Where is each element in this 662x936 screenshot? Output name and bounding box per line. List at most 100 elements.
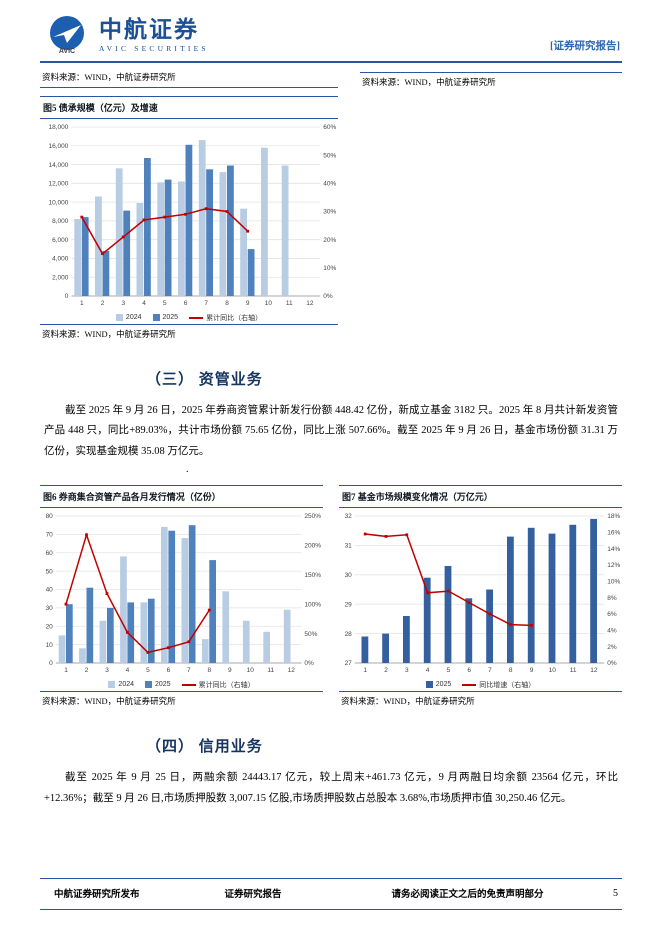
charts-row: 图6 券商集合资管产品各月发行情况（亿份） 0 10 20 30 40 50 60 70 80 0… <box>40 485 622 711</box>
svg-text:0%: 0% <box>607 661 617 668</box>
chart5-title: 图5 债承规模（亿元）及增速 <box>40 96 338 119</box>
svg-text:27: 27 <box>345 661 353 668</box>
svg-text:2: 2 <box>101 300 105 307</box>
svg-text:7: 7 <box>488 667 492 674</box>
svg-text:11: 11 <box>570 667 577 674</box>
source-note: 资料来源：WIND，中航证券研究所 <box>362 77 496 87</box>
svg-text:16,000: 16,000 <box>49 143 69 150</box>
legend-swatch <box>115 314 123 321</box>
legend-item: 累计同比（右轴） <box>181 680 255 690</box>
svg-text:10%: 10% <box>323 265 336 272</box>
svg-text:80: 80 <box>46 514 54 521</box>
divider <box>339 691 622 693</box>
section-heading-credit-business: （四） 信用业务 <box>146 739 263 756</box>
legend-label: 累计同比（右轴） <box>206 314 263 322</box>
svg-text:9: 9 <box>246 300 250 307</box>
footer-band: 中航证券研究所发布 证券研究报告 请务必阅读正文之后的免责声明部分 5 <box>40 878 622 910</box>
legend-label: 同比增速（右轴） <box>479 681 536 689</box>
stray-dot: . <box>186 464 189 476</box>
source-note: 资料来源：WIND，中航证券研究所 <box>42 72 176 82</box>
svg-text:0: 0 <box>49 661 53 668</box>
svg-text:4: 4 <box>426 667 430 674</box>
svg-text:0%: 0% <box>304 661 314 668</box>
footer-disclaimer: 请务必阅读正文之后的免责声明部分 <box>391 890 544 900</box>
svg-text:3: 3 <box>105 667 109 674</box>
source-note: 资料来源：WIND，中航证券研究所 <box>341 696 475 707</box>
svg-text:50%: 50% <box>304 631 317 638</box>
svg-text:1: 1 <box>80 300 84 307</box>
svg-text:18%: 18% <box>607 514 620 521</box>
chart7-legend: 2025 同比增速（右轴） <box>339 678 622 691</box>
svg-text:3: 3 <box>121 300 125 307</box>
svg-text:12,000: 12,000 <box>49 181 69 188</box>
svg-text:5: 5 <box>447 667 451 674</box>
chart5-block: 图5 债承规模（亿元）及增速 0 2,000 4,000 6,000 8,000 10,0… <box>40 96 338 344</box>
svg-text:9: 9 <box>228 667 232 674</box>
legend-item: 2025 <box>425 681 452 689</box>
header: AVIC 中航证券 AVIC SECURITIES [证券研究报告] <box>0 0 662 58</box>
svg-text:5: 5 <box>146 667 150 674</box>
svg-text:0%: 0% <box>323 293 333 300</box>
legend-label: 2025 <box>162 314 179 321</box>
svg-text:10: 10 <box>549 667 557 674</box>
divider <box>40 324 338 325</box>
svg-text:12: 12 <box>590 667 598 674</box>
svg-text:70: 70 <box>46 532 54 539</box>
svg-text:1: 1 <box>363 667 367 674</box>
svg-text:18,000: 18,000 <box>49 124 69 131</box>
svg-text:40: 40 <box>46 587 54 594</box>
divider <box>40 87 338 88</box>
legend-label: 2024 <box>125 314 142 321</box>
svg-text:6: 6 <box>184 300 188 307</box>
svg-text:3: 3 <box>405 667 409 674</box>
right-column: 资料来源：WIND，中航证券研究所 <box>360 68 622 344</box>
footer-publisher: 中航证券研究所发布 <box>54 890 140 900</box>
svg-text:30: 30 <box>46 605 54 612</box>
svg-text:6,000: 6,000 <box>52 237 69 244</box>
divider <box>360 72 622 73</box>
legend-label: 2025 <box>435 681 452 689</box>
svg-text:50%: 50% <box>323 152 336 159</box>
top-columns: 资料来源：WIND，中航证券研究所 图5 债承规模（亿元）及增速 0 2,000 4… <box>40 68 622 344</box>
svg-text:6: 6 <box>167 667 171 674</box>
section-four-paragraph: 截至 2025 年 9 月 25 日，两融余额 24443.17 亿元，较上周末… <box>44 772 618 804</box>
svg-text:30%: 30% <box>323 209 336 216</box>
svg-text:12: 12 <box>288 667 296 674</box>
svg-text:8%: 8% <box>607 595 617 602</box>
svg-text:8: 8 <box>509 667 513 674</box>
svg-text:7: 7 <box>204 300 208 307</box>
svg-text:10%: 10% <box>607 579 620 586</box>
legend-label: 2025 <box>155 681 171 689</box>
legend-swatch <box>108 681 116 689</box>
svg-text:32: 32 <box>345 514 353 521</box>
section-three-paragraph: 截至 2025 年 9 月 26 日，2025 年券商资管累计新发行份额 448… <box>44 405 618 457</box>
svg-text:2%: 2% <box>607 644 617 651</box>
svg-text:2: 2 <box>85 667 89 674</box>
svg-text:2,000: 2,000 <box>52 274 69 281</box>
source-note: 资料来源：WIND，中航证券研究所 <box>42 696 176 707</box>
svg-text:50: 50 <box>46 569 54 576</box>
svg-text:12: 12 <box>306 300 314 307</box>
legend-line-swatch <box>181 683 196 686</box>
chart6-legend: 2024 2025 累计同比（右轴） <box>40 678 323 691</box>
svg-text:8,000: 8,000 <box>52 218 69 225</box>
svg-text:4%: 4% <box>607 628 617 635</box>
svg-text:4,000: 4,000 <box>52 256 69 263</box>
chart6-title: 图6 券商集合资管产品各月发行情况（亿份） <box>40 485 323 509</box>
svg-text:250%: 250% <box>304 514 321 521</box>
page-number: 5 <box>613 887 618 899</box>
legend-swatch <box>145 681 152 689</box>
svg-text:14,000: 14,000 <box>49 162 69 169</box>
legend-item: 2024 <box>108 681 134 689</box>
svg-text:10: 10 <box>46 642 54 649</box>
svg-text:200%: 200% <box>304 543 321 550</box>
chart5-legend: 2024 2025 累计同比（右轴） <box>40 311 338 324</box>
svg-text:20: 20 <box>46 624 54 631</box>
footer: 中航证券研究所发布 证券研究报告 请务必阅读正文之后的免责声明部分 5 <box>40 878 622 910</box>
svg-text:29: 29 <box>345 602 353 609</box>
svg-text:100%: 100% <box>304 602 321 609</box>
source-note: 资料来源：WIND，中航证券研究所 <box>42 329 176 339</box>
footer-report-type: 证券研究报告 <box>224 890 282 900</box>
legend-label: 累计同比（右轴） <box>198 681 255 689</box>
